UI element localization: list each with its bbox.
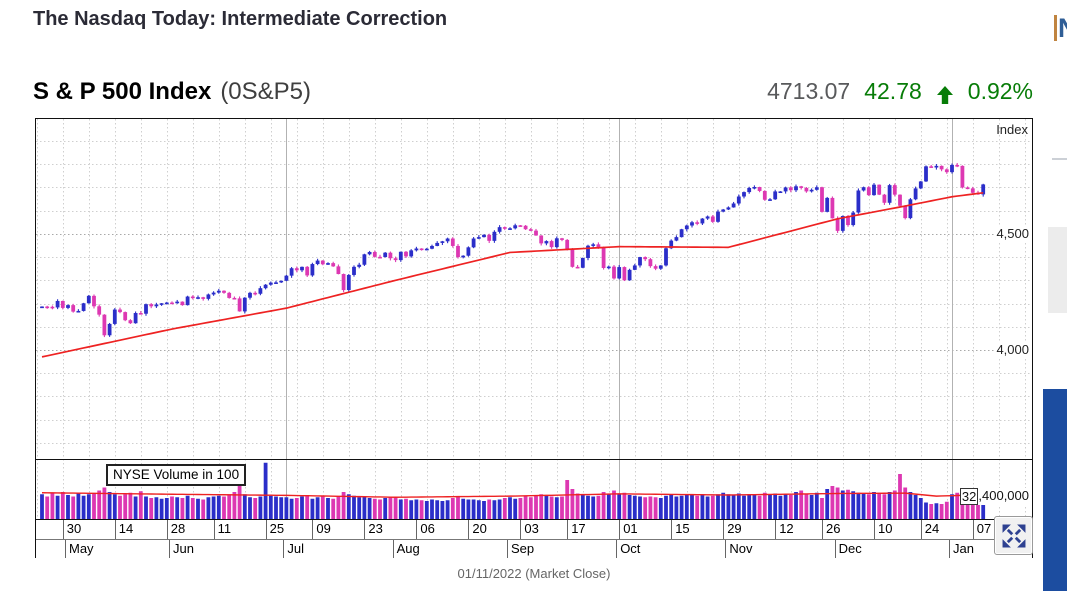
x-axis-day-tick: 07 bbox=[972, 520, 991, 539]
clipped-right-logo[interactable]: N bbox=[1054, 12, 1067, 44]
y-axis-title: Index bbox=[996, 122, 1028, 137]
x-axis-month-label: Dec bbox=[834, 540, 862, 558]
right-edge-panel-fragment bbox=[1048, 227, 1067, 313]
y-tick-4500: 4,500 bbox=[995, 226, 1030, 241]
symbol-ticker: (0S&P5) bbox=[220, 78, 312, 105]
x-axis-day-tick: 01 bbox=[619, 520, 638, 539]
x-axis-month-label: Sep bbox=[507, 540, 534, 558]
x-axis-day-tick: 09 bbox=[312, 520, 331, 539]
volume-axis-value: 32 ,400,000 bbox=[959, 488, 1030, 505]
y-tick-4000: 4,000 bbox=[995, 342, 1030, 357]
price-change: 42.78 bbox=[864, 78, 922, 104]
x-axis-month-label: Jun bbox=[169, 540, 194, 558]
volume-axis-value-rest: ,400,000 bbox=[978, 488, 1030, 505]
x-axis-day-tick: 17 bbox=[567, 520, 586, 539]
logo-accent-bar bbox=[1054, 15, 1057, 41]
x-axis-day-tick: 28 bbox=[166, 520, 185, 539]
x-axis-month-label: May bbox=[65, 540, 94, 558]
expand-chart-button[interactable] bbox=[994, 516, 1033, 555]
x-axis-month-label: Oct bbox=[616, 540, 640, 558]
price-change-percent: 0.92% bbox=[967, 78, 1033, 104]
x-axis-day-tick: 24 bbox=[920, 520, 939, 539]
x-axis-day-tick: 03 bbox=[520, 520, 539, 539]
price-chart: Index 4,500 4,000 NYSE Volume in 100 32 … bbox=[35, 118, 1033, 558]
x-axis-month-label: Nov bbox=[725, 540, 753, 558]
x-axis-day-tick: 26 bbox=[822, 520, 840, 539]
right-edge-divider bbox=[1052, 158, 1067, 160]
candlestick-volume-plot[interactable] bbox=[36, 119, 1032, 557]
x-axis-day-tick: 10 bbox=[874, 520, 892, 539]
x-axis-day-tick: 20 bbox=[468, 520, 487, 539]
x-axis-day-tick: 29 bbox=[723, 520, 742, 539]
chart-date-caption: 01/11/2022 (Market Close) bbox=[457, 566, 611, 581]
article-title: The Nasdaq Today: Intermediate Correctio… bbox=[33, 8, 448, 30]
quote-header: S & P 500 Index (0S&P5) 4713.07 42.78 0.9… bbox=[33, 78, 1033, 106]
volume-overlay-label: NYSE Volume in 100 bbox=[106, 464, 247, 486]
x-axis-day-tick: 30 bbox=[62, 520, 81, 539]
x-axis-day-tick: 11 bbox=[213, 520, 231, 539]
symbol-name: S & P 500 Index bbox=[33, 78, 212, 105]
x-axis-day-tick: 06 bbox=[416, 520, 435, 539]
x-axis-month-row: May Jun Jul Aug Sep Oct Nov Dec Jan bbox=[36, 539, 1032, 558]
x-axis-day-tick: 14 bbox=[114, 520, 133, 539]
volume-axis-value-box: 32 bbox=[959, 488, 979, 505]
quote-values: 4713.07 42.78 0.92% bbox=[767, 78, 1033, 105]
logo-letter: N bbox=[1058, 13, 1067, 43]
x-axis-day-tick: 12 bbox=[775, 520, 794, 539]
x-axis-month-label: Jan bbox=[949, 540, 974, 558]
x-axis-day-tick: 23 bbox=[364, 520, 383, 539]
x-axis-day-row: 30 14 28 11 25 09 23 06 20 03 17 01 15 29 12 26 10 24 07 bbox=[36, 519, 1032, 539]
x-axis-month-label: Aug bbox=[392, 540, 420, 558]
up-arrow-icon bbox=[936, 83, 954, 104]
x-axis-day-tick: 25 bbox=[265, 520, 284, 539]
x-axis-day-tick: 15 bbox=[671, 520, 690, 539]
symbol-title: S & P 500 Index (0S&P5) bbox=[33, 78, 311, 106]
expand-arrows-icon bbox=[999, 521, 1029, 551]
last-price: 4713.07 bbox=[767, 78, 851, 104]
x-axis-month-label: Jul bbox=[283, 540, 304, 558]
right-edge-blue-bar bbox=[1043, 389, 1067, 591]
